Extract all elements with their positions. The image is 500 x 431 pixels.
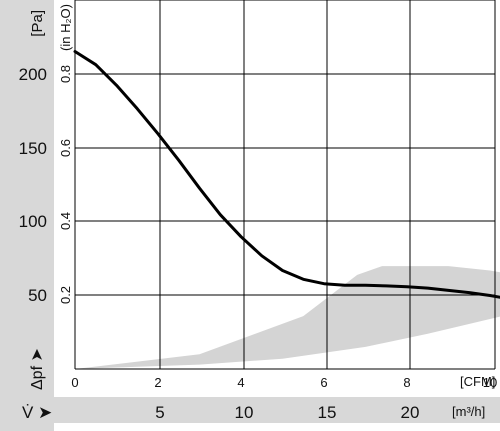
cfm-tick-0: 0 xyxy=(71,375,78,390)
m3h-tick-15: 15 xyxy=(318,403,337,422)
pa-tick-200: 200 xyxy=(19,65,47,84)
m3h-tick-5: 5 xyxy=(155,403,164,422)
m3h-tick-10: 10 xyxy=(235,403,254,422)
pressure-axis-label: Δpf ➤ xyxy=(29,348,46,390)
inh2o-unit-label: (in H₂O) xyxy=(58,4,73,51)
cfm-tick-6: 6 xyxy=(320,375,327,390)
cfm-tick-4: 4 xyxy=(237,375,244,390)
m3h-unit-label: [m³/h] xyxy=(452,404,485,419)
left-gray-sidebar xyxy=(0,0,54,431)
inh2o-tick-0.8: 0.8 xyxy=(58,65,73,83)
cfm-tick-10: 10 xyxy=(483,375,497,390)
cfm-tick-8: 8 xyxy=(403,375,410,390)
pa-tick-150: 150 xyxy=(19,139,47,158)
flow-axis-label: V̇ ➤ xyxy=(22,403,52,422)
pa-unit-label: [Pa] xyxy=(29,10,46,37)
pa-tick-50: 50 xyxy=(28,286,47,305)
inh2o-tick-0.2: 0.2 xyxy=(58,286,73,304)
operating-band xyxy=(75,266,500,369)
fan-curve-series xyxy=(73,50,500,299)
cfm-unit-label: [CFM] xyxy=(460,374,495,389)
cfm-tick-2: 2 xyxy=(154,375,161,390)
inh2o-tick-0.6: 0.6 xyxy=(58,139,73,157)
bottom-gray-band xyxy=(54,397,500,423)
inh2o-tick-0.4: 0.4 xyxy=(58,212,73,230)
pa-tick-100: 100 xyxy=(19,212,47,231)
m3h-tick-20: 20 xyxy=(401,403,420,422)
